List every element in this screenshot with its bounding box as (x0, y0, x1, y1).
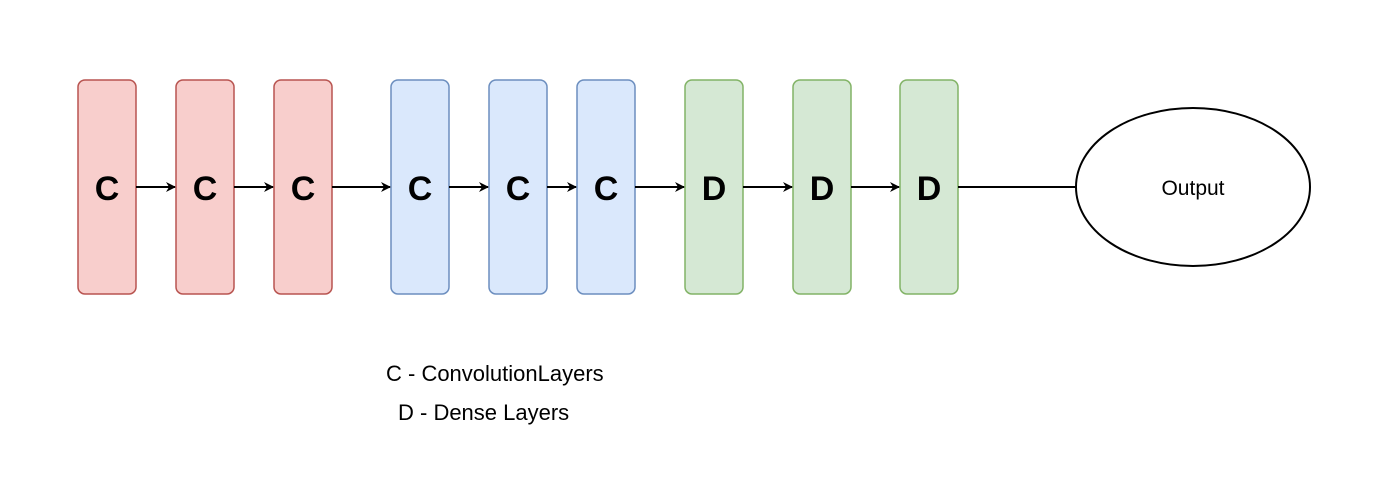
layer-block-4-label: C (408, 170, 433, 208)
layer-block-7-label: D (702, 170, 727, 208)
layer-block-8: D (792, 79, 852, 295)
legend-dense: D - Dense Layers (398, 400, 570, 425)
legend-convolution: C - ConvolutionLayers (386, 361, 604, 386)
output-ellipse (1075, 107, 1311, 267)
layer-block-5-label: C (506, 170, 531, 208)
layer-block-5: C (488, 79, 548, 295)
layer-block-7: D (684, 79, 744, 295)
layer-block-8-label: D (810, 170, 835, 208)
layer-block-6-label: C (594, 170, 619, 208)
layer-block-1-label: C (95, 170, 120, 208)
layer-block-3: C (273, 79, 333, 295)
layer-block-6: C (576, 79, 636, 295)
layer-block-2: C (175, 79, 235, 295)
layer-block-4: C (390, 79, 450, 295)
layer-block-3-label: C (291, 170, 316, 208)
layer-block-9-label: D (917, 170, 942, 208)
layer-block-9: D (899, 79, 959, 295)
output-node: Output (1075, 107, 1311, 267)
layer-block-2-label: C (193, 170, 218, 208)
output-label: Output (1161, 177, 1224, 200)
layer-block-1: C (77, 79, 137, 295)
